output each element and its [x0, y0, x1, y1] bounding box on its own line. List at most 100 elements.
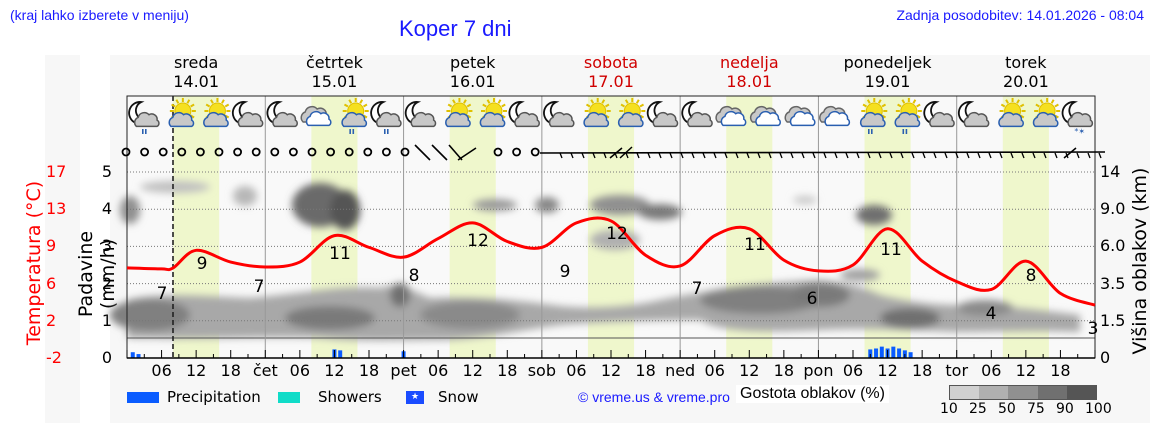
density-tick: 100	[1085, 401, 1112, 417]
svg-text:ıı: ıı	[867, 127, 873, 137]
moon-cloud-icon	[646, 101, 679, 128]
x-tick-label: 18	[635, 361, 655, 380]
moon-cloud-icon	[508, 101, 540, 128]
calm-wind-icon	[530, 147, 540, 157]
wind-barb-icon	[680, 152, 684, 159]
wind-barb-icon	[735, 152, 739, 159]
wind-barb-icon	[988, 152, 992, 159]
wind-barb-icon	[1076, 152, 1080, 159]
sun-cloud-icon	[445, 98, 473, 128]
day-date: 15.01	[311, 72, 358, 91]
x-tick-label: 12	[463, 361, 483, 380]
wind-barb-icon	[431, 144, 448, 161]
wind-barb-icon	[702, 152, 706, 159]
wind-barb-icon	[845, 152, 849, 159]
wind-barb-icon	[1087, 152, 1091, 159]
x-tick-label: 12	[1016, 361, 1036, 380]
axis-tick: 2	[101, 273, 112, 293]
wind-barb-icon	[658, 152, 662, 159]
axis-tick: 6	[46, 273, 57, 293]
day-header: petek 16.01	[403, 53, 543, 91]
cloud-density-map	[110, 181, 1080, 341]
axis-tick: 9.0	[1100, 199, 1126, 219]
day-name: sreda	[173, 53, 219, 72]
moon-cloud-icon	[923, 101, 955, 128]
x-tick-label: 12	[601, 361, 621, 380]
wind-barb-icon	[448, 144, 463, 161]
day-date: 16.01	[449, 72, 496, 91]
x-tick-label: 06	[705, 361, 725, 380]
legend-precipitation: Precipitation	[127, 388, 261, 406]
svg-text:4: 4	[986, 304, 997, 324]
showers-label: Showers	[318, 388, 382, 406]
calm-wind-icon	[400, 147, 410, 157]
moon-cloud-icon	[543, 101, 575, 128]
calm-wind-icon	[512, 147, 521, 157]
wind-barb-icon	[414, 144, 431, 161]
day-header: ponedeljek 19.01	[818, 53, 958, 91]
cloud-density-title: Gostota oblakov (%)	[736, 385, 889, 403]
calm-wind-icon	[214, 147, 224, 157]
showers-swatch	[278, 391, 300, 403]
wind-barb-icon	[933, 152, 937, 159]
svg-text:ıı: ıı	[902, 127, 908, 137]
axis-tick: 17	[46, 162, 67, 181]
svg-text:11: 11	[744, 235, 766, 255]
x-tick-label: 18	[221, 361, 241, 380]
density-tick: 50	[998, 401, 1016, 417]
day-name: nedelja	[719, 53, 779, 72]
svg-text:9: 9	[197, 254, 208, 274]
wind-barbs-row	[121, 144, 1106, 161]
wind-barb-icon	[823, 152, 827, 159]
calm-wind-icon	[251, 147, 261, 157]
legend-snow: ★ Snow	[406, 388, 478, 406]
moon-cloud-rain-icon: ıı	[370, 101, 402, 137]
wind-barb-icon	[570, 152, 574, 159]
x-tick-label: ned	[665, 361, 695, 380]
wind-barb-icon	[1032, 152, 1036, 159]
axis-tick: 3	[101, 236, 112, 256]
day-header: torek 20.01	[956, 53, 1096, 91]
calm-wind-icon	[288, 147, 298, 157]
sun-cloud-icon	[998, 98, 1026, 128]
calm-wind-icon	[344, 147, 354, 157]
wind-barb-icon	[867, 152, 871, 159]
wind-barb-icon	[812, 152, 816, 159]
svg-text:7: 7	[692, 279, 703, 299]
day-date: 14.01	[173, 72, 220, 91]
cloud-icon	[715, 105, 747, 127]
snow-icon: ★	[406, 390, 424, 404]
wind-barb-icon	[966, 152, 970, 159]
x-tick-label: 12	[324, 361, 344, 380]
x-tick-label: 12	[186, 361, 206, 380]
day-header: nedelja 18.01	[679, 53, 819, 91]
x-tick-label: 12	[739, 361, 759, 380]
calm-wind-icon	[326, 147, 336, 157]
sun-cloud-rain-icon: ıı	[341, 98, 369, 137]
moon-cloud-icon	[957, 101, 990, 128]
axis-tick: 3.5	[1100, 273, 1126, 293]
credit-link[interactable]: © vreme.us & vreme.pro	[578, 389, 730, 405]
sun-cloud-rain-icon: ıı	[894, 98, 922, 137]
temperature-line	[126, 216, 1096, 307]
svg-text:11: 11	[329, 244, 351, 264]
x-tick-label: 18	[497, 361, 517, 380]
wind-barb-icon	[856, 152, 860, 159]
x-tick-label: tor	[945, 361, 968, 380]
cloud-icon	[749, 105, 781, 127]
sun-cloud-icon	[479, 98, 507, 128]
svg-text:7: 7	[254, 277, 265, 297]
wind-barb-icon	[922, 152, 926, 159]
day-name: sobota	[583, 53, 639, 72]
wind-barb-icon	[790, 152, 794, 159]
day-date: 19.01	[864, 72, 911, 91]
x-tick-label: 06	[428, 361, 448, 380]
snow-label: Snow	[438, 388, 479, 406]
wind-barb-icon	[834, 152, 838, 159]
x-tick-label: 18	[912, 361, 932, 380]
page-title: Koper 7 dni	[399, 16, 512, 41]
wind-barb-icon	[457, 147, 477, 161]
day-header: četrtek 15.01	[264, 53, 404, 91]
axis-tick: 1	[101, 310, 112, 330]
svg-text:3: 3	[1088, 319, 1099, 339]
